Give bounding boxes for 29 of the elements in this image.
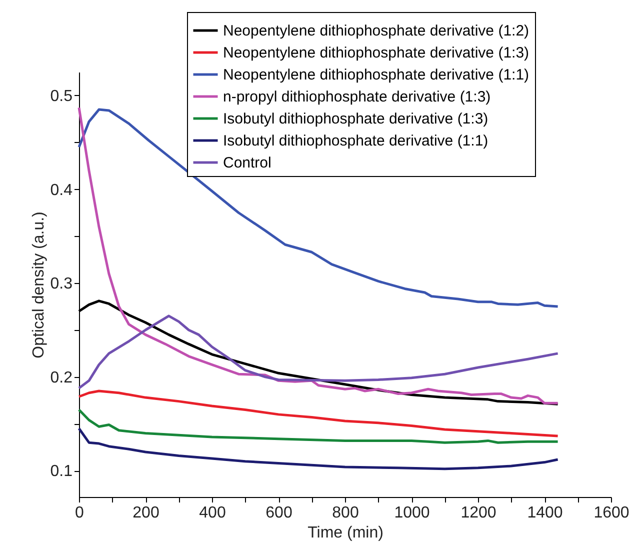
y-tick-label: 0.5 (50, 88, 73, 105)
y-tick-label: 0.1 (50, 463, 73, 480)
x-tick-label: 0 (75, 504, 84, 522)
legend-label: Neopentylene dithiophosphate derivative (1:2) (223, 22, 530, 40)
line-series (78, 427, 560, 470)
y-tick-label: 0.3 (50, 276, 73, 293)
x-tick-label: 800 (332, 504, 359, 522)
line-series (78, 314, 560, 390)
x-tick-label: 200 (132, 504, 160, 522)
legend-label: Neopentylene dithiophosphate derivative (1:1) (223, 66, 530, 84)
legend-label: Control (223, 154, 272, 172)
line-series (78, 108, 560, 308)
x-tick-label: 1200 (460, 504, 496, 522)
y-tick-label: 0.4 (50, 182, 73, 199)
legend-label: Isobutyl dithiophosphate derivative (1:1) (223, 132, 488, 150)
y-axis-title: Optical density (a.u.) (30, 212, 48, 358)
x-tick-label: 1000 (394, 504, 430, 522)
line-series (78, 390, 560, 438)
line-series (78, 106, 560, 404)
x-tick-label: 1400 (527, 504, 563, 522)
legend-label: Isobutyl dithiophosphate derivative (1:3) (223, 110, 488, 128)
x-tick-label: 600 (266, 504, 292, 522)
y-tick-label: 0.2 (50, 369, 73, 386)
legend-label: n-propyl dithiophosphate derivative (1:3) (223, 88, 491, 106)
line-series (78, 408, 560, 444)
x-tick-label: 1600 (594, 504, 630, 522)
x-tick-label: 400 (199, 504, 226, 522)
legend-label: Neopentylene dithiophosphate derivative (1:3) (223, 44, 530, 62)
x-axis-title: Time (min) (308, 524, 384, 542)
